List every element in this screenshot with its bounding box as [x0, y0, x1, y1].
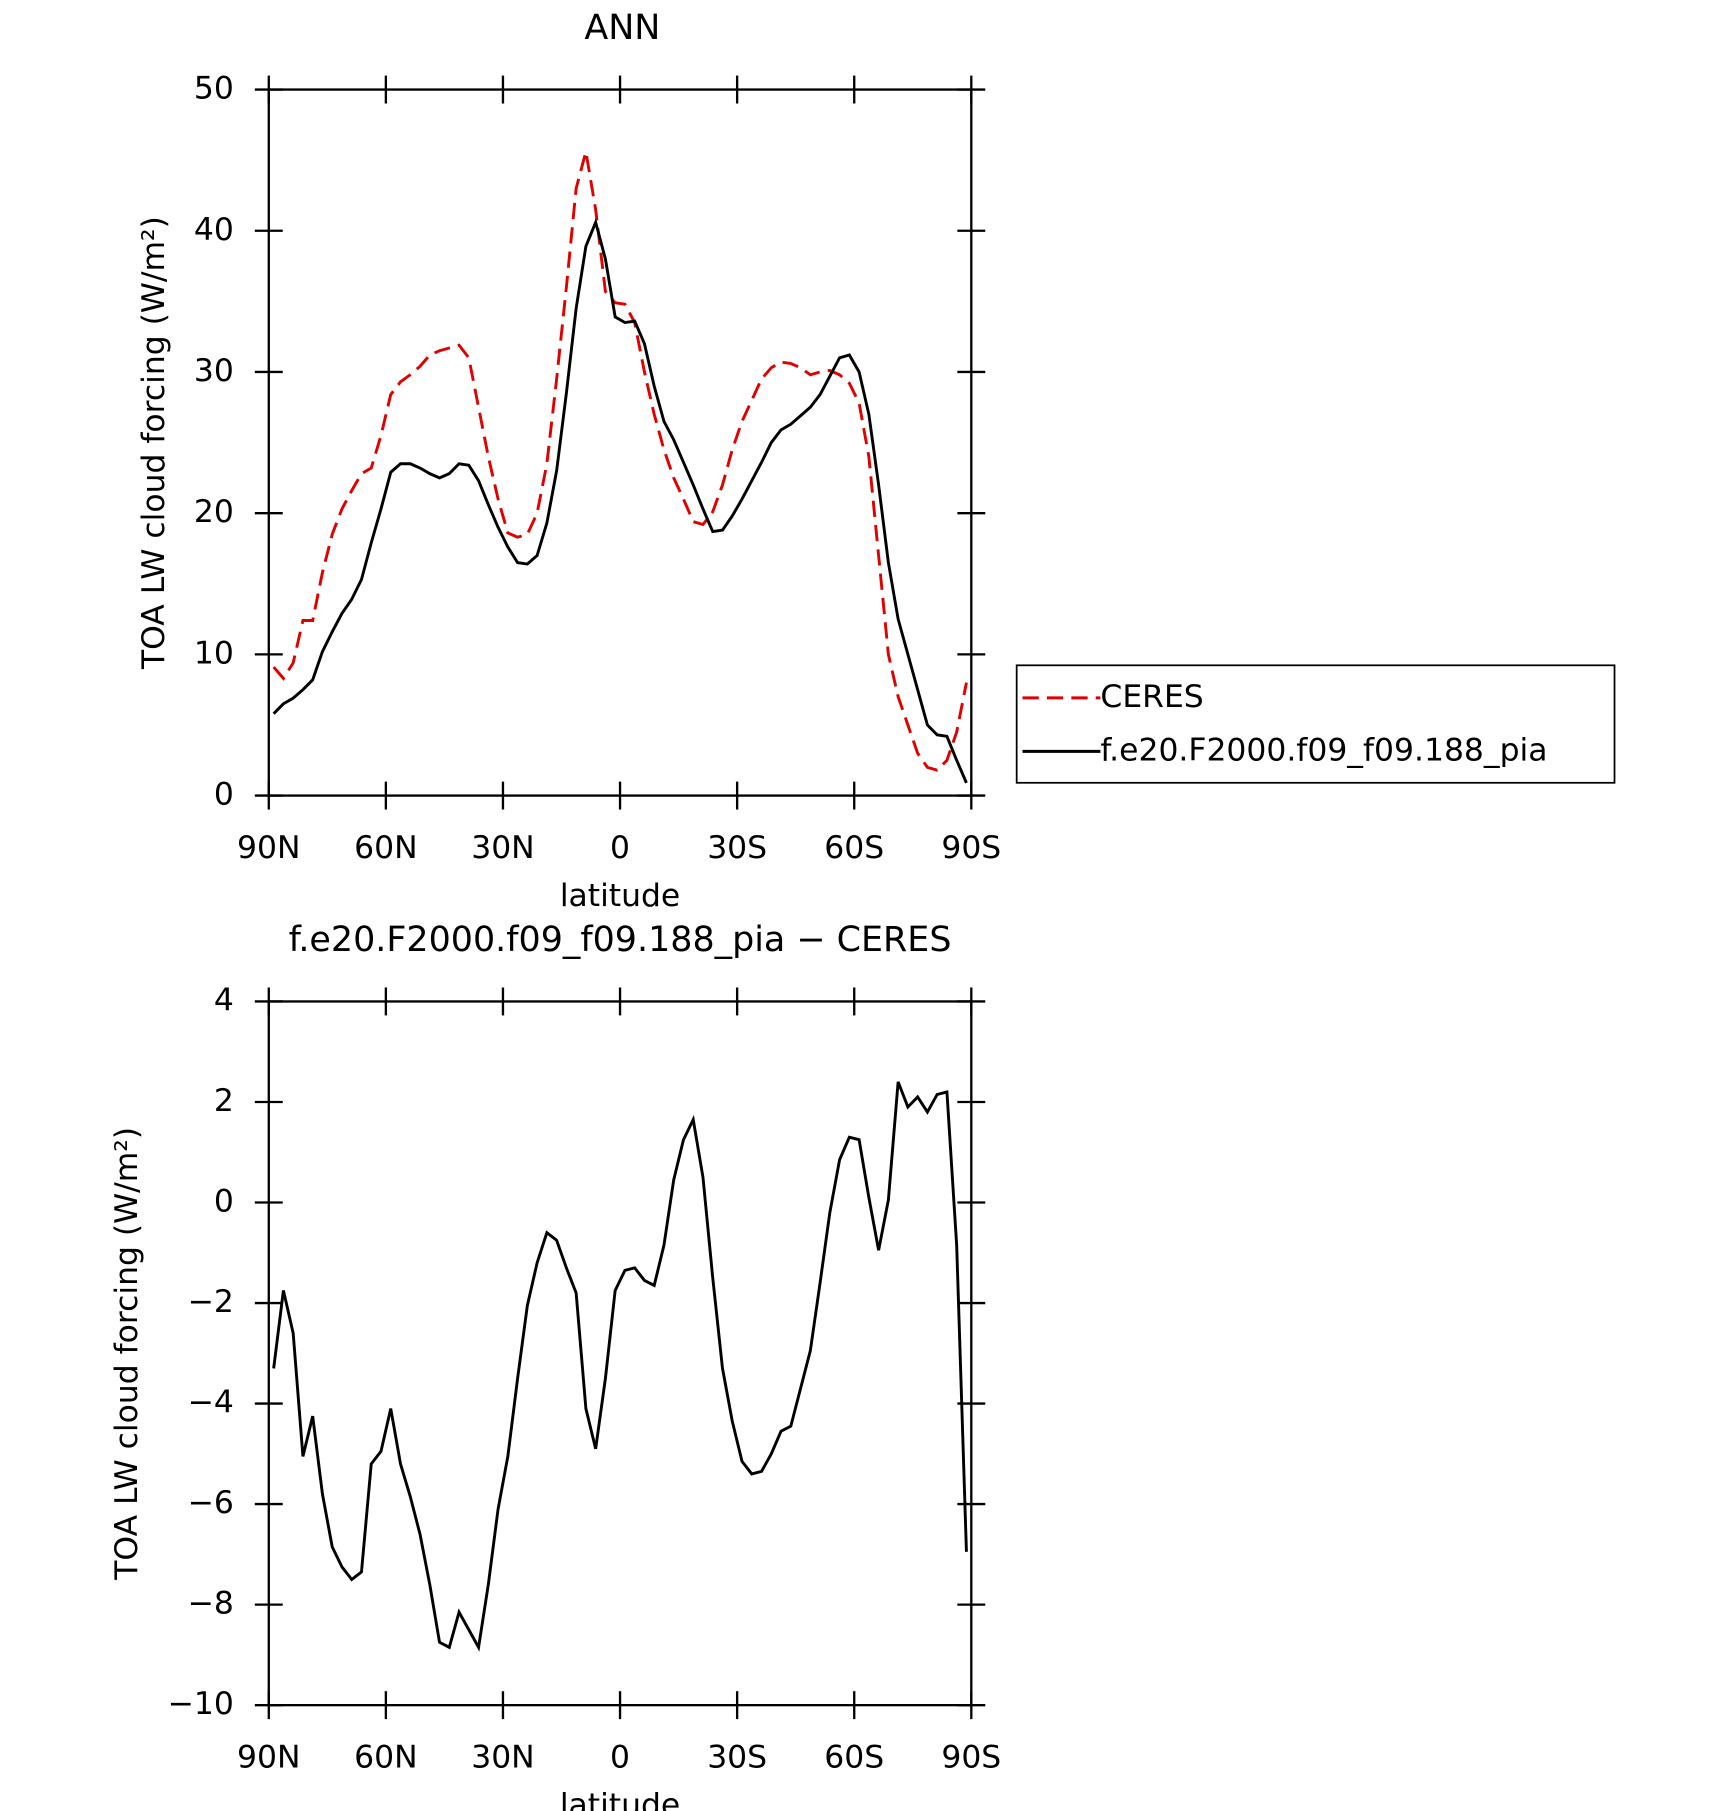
x-tick-label: 90S: [941, 1740, 1001, 1776]
x-tick-label: 90N: [237, 1740, 300, 1776]
y-tick-label: 0: [214, 1184, 234, 1220]
x-tick-label: 0: [610, 830, 630, 866]
x-tick-label: 60S: [824, 830, 884, 866]
plot-frame: [267, 1000, 973, 1707]
x-tick-label: 60N: [354, 830, 417, 866]
x-axis-label: latitude: [560, 878, 680, 914]
x-tick-label: 30N: [471, 1740, 534, 1776]
y-tick-label: 20: [194, 494, 234, 530]
y-tick-label: 50: [194, 71, 234, 107]
x-tick-label: 90S: [941, 830, 1001, 866]
x-tick-label: 60S: [824, 1740, 884, 1776]
y-tick-label: 4: [214, 982, 234, 1018]
chart-title: ANN: [584, 8, 660, 48]
y-tick-label: −8: [188, 1586, 234, 1622]
y-tick-label: 40: [194, 212, 234, 248]
legend-box: [1015, 664, 1616, 784]
y-tick-label: −10: [168, 1686, 234, 1722]
data-line: [272, 1081, 968, 1652]
y-axis-label: TOA LW cloud forcing (W/m²): [136, 216, 172, 670]
x-tick-label: 0: [610, 1740, 630, 1776]
legend-label: CERES: [1100, 679, 1203, 715]
x-axis-label: latitude: [560, 1787, 680, 1811]
y-tick-label: −4: [188, 1385, 234, 1421]
x-tick-label: 30N: [471, 830, 534, 866]
y-tick-label: −2: [188, 1284, 234, 1320]
y-tick-label: 2: [214, 1083, 234, 1119]
y-tick-label: 30: [194, 353, 234, 389]
y-tick-label: 0: [214, 777, 234, 813]
y-tick-label: 10: [194, 635, 234, 671]
data-line: [272, 151, 968, 772]
y-axis-label: TOA LW cloud forcing (W/m²): [109, 1127, 145, 1581]
chart-title: f.e20.F2000.f09_f09.188_pia − CERES: [289, 920, 952, 960]
x-tick-label: 60N: [354, 1740, 417, 1776]
x-tick-label: 90N: [237, 830, 300, 866]
y-tick-label: −6: [188, 1485, 234, 1521]
legend-label: f.e20.F2000.f09_f09.188_pia: [1100, 732, 1547, 768]
x-tick-label: 30S: [707, 1740, 767, 1776]
data-line: [272, 217, 968, 784]
x-tick-label: 30S: [707, 830, 767, 866]
